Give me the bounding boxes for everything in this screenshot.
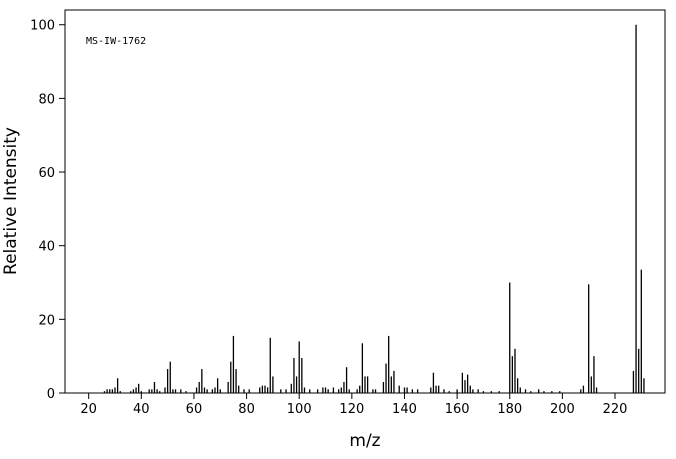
annotation: MS-IW-1762: [86, 36, 146, 47]
x-tick-label: 120: [339, 402, 364, 417]
x-axis-label: m/z: [349, 431, 380, 451]
x-tick-label: 140: [392, 402, 417, 417]
x-tick-label: 220: [603, 402, 628, 417]
x-tick-label: 200: [550, 402, 575, 417]
y-tick-label: 80: [38, 92, 55, 107]
x-tick-label: 80: [238, 402, 255, 417]
x-tick-label: 180: [497, 402, 522, 417]
x-tick-label: 60: [186, 402, 203, 417]
y-axis-label: Relative Intensity: [1, 127, 21, 275]
plot-frame: [64, 9, 666, 394]
y-tick-label: 0: [47, 387, 55, 402]
x-tick-label: 20: [80, 402, 97, 417]
y-tick-label: 60: [38, 166, 55, 181]
y-tick-label: 100: [30, 19, 55, 34]
y-tick-label: 20: [38, 313, 55, 328]
x-tick-label: 100: [287, 402, 312, 417]
x-tick-label: 160: [445, 402, 470, 417]
x-tick-label: 40: [133, 402, 150, 417]
y-tick-label: 40: [38, 240, 55, 255]
